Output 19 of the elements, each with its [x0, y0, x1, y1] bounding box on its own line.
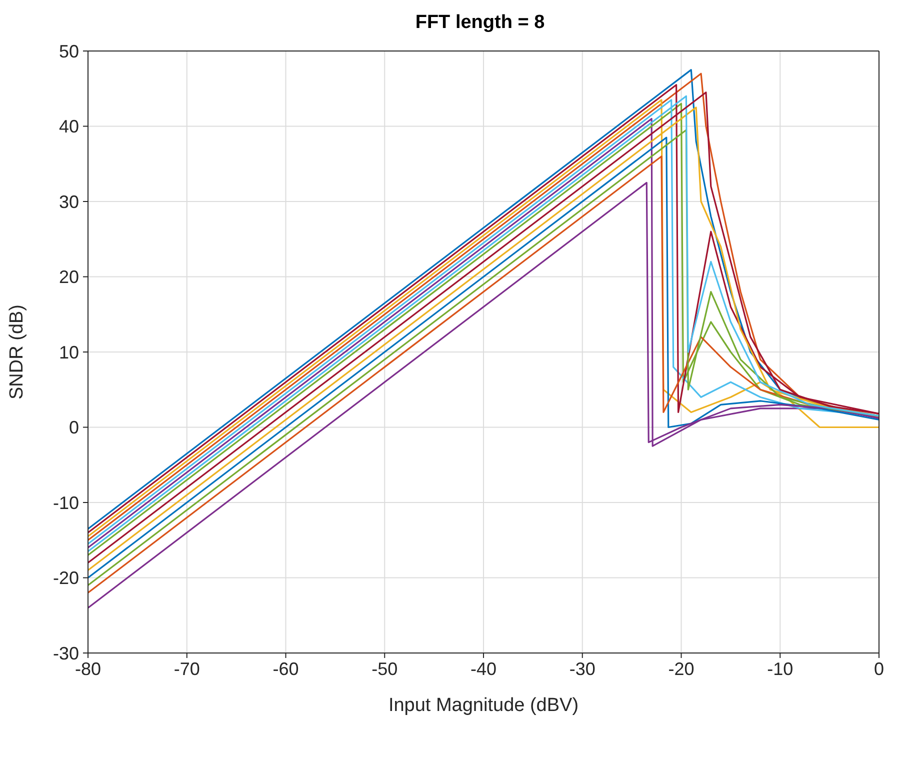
x-tick-label: -30 [569, 658, 596, 679]
y-tick-label: 20 [58, 267, 79, 288]
y-tick-label: -10 [52, 492, 79, 513]
chart-title: FFT length = 8 [414, 11, 546, 35]
x-tick-label: -40 [470, 658, 497, 679]
y-axis-title: SNDR (dB) [6, 304, 28, 400]
x-axis-title: Input Magnitude (dBV) [388, 695, 579, 716]
x-tick-label: -20 [668, 658, 694, 679]
y-tick-label: 40 [58, 116, 79, 137]
y-tick-label: 10 [58, 342, 79, 362]
y-tick-label: 0 [68, 418, 79, 438]
x-tick-label: -70 [174, 658, 200, 679]
x-tick-label: -60 [272, 658, 299, 679]
y-tick-label: 50 [58, 41, 79, 62]
y-tick-label: 30 [58, 192, 79, 212]
x-tick-label: 0 [874, 658, 884, 679]
y-tick-label: -20 [52, 568, 79, 588]
x-tick-label: -10 [767, 658, 794, 679]
x-tick-label: -50 [372, 658, 398, 679]
